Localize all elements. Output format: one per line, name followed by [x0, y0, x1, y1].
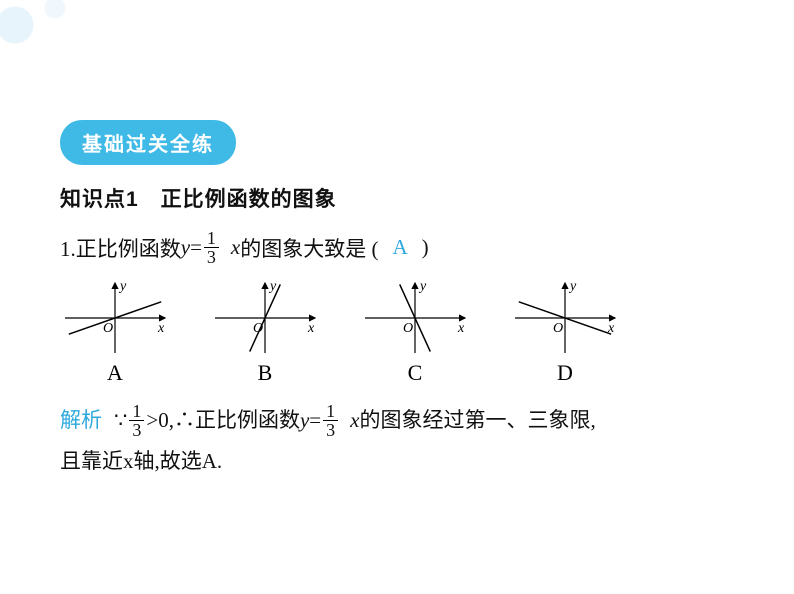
therefore-text: ∴正比例函数	[174, 403, 300, 439]
analysis-label: 解析	[60, 403, 102, 439]
svg-text:y: y	[418, 279, 427, 294]
question-prefix: 1.正比例函数	[60, 233, 181, 263]
svg-text:O: O	[403, 321, 413, 336]
fraction-one-third: 1 3	[204, 229, 219, 266]
svg-text:y: y	[568, 279, 577, 294]
knowledge-point-title: 知识点1 正比例函数的图象	[60, 183, 744, 213]
options-row: y x O A y x O B y x O C	[60, 278, 744, 386]
svg-text:x: x	[607, 321, 615, 336]
question-suffix: 的图象大致是 (	[240, 233, 378, 263]
page-content: 基础过关全练 知识点1 正比例函数的图象 1.正比例函数 y = 1 3 x 的…	[0, 0, 794, 475]
option-D: y x O D	[510, 278, 620, 386]
fraction-denominator: 3	[323, 421, 338, 439]
tail-text: 且靠近x轴,故选A.	[60, 449, 222, 473]
svg-text:y: y	[268, 279, 277, 294]
close-paren: )	[422, 235, 429, 260]
option-B: y x O B	[210, 278, 320, 386]
analysis-tail-inline: 的图象经过第一、三象限,	[359, 403, 595, 439]
option-label: D	[510, 360, 620, 386]
option-C: y x O C	[360, 278, 470, 386]
svg-text:O: O	[103, 321, 113, 336]
gt-zero: >0,	[146, 403, 174, 439]
fraction-numerator: 1	[323, 402, 338, 421]
analysis-block: 解析 ∵ 1 3 >0, ∴正比例函数 y = 1 3 x 的图象经过第一、三象…	[60, 402, 744, 439]
svg-text:O: O	[553, 321, 563, 336]
equals-sign: =	[309, 403, 321, 439]
fraction-numerator: 1	[204, 229, 219, 248]
analysis-fraction-2: 1 3	[323, 402, 338, 439]
answer-letter: A	[393, 235, 408, 260]
analysis-tail-line: 且靠近x轴,故选A.	[60, 445, 744, 475]
fraction-denominator: 3	[204, 248, 219, 266]
section-pill-header: 基础过关全练	[60, 120, 236, 165]
option-label: A	[60, 360, 170, 386]
analysis-fraction-1: 1 3	[129, 402, 144, 439]
fraction-denominator: 3	[129, 421, 144, 439]
option-A: y x O A	[60, 278, 170, 386]
option-label: B	[210, 360, 320, 386]
variable-y: y	[300, 403, 309, 439]
svg-text:x: x	[457, 321, 465, 336]
equals-sign: =	[190, 235, 202, 260]
variable-x: x	[231, 235, 240, 260]
question-text: 1.正比例函数 y = 1 3 x 的图象大致是 ( A )	[60, 229, 744, 266]
svg-text:y: y	[118, 279, 127, 294]
variable-y: y	[181, 235, 190, 260]
svg-text:x: x	[307, 321, 315, 336]
fraction-numerator: 1	[129, 402, 144, 421]
variable-x: x	[350, 403, 359, 439]
svg-text:O: O	[253, 321, 263, 336]
option-label: C	[360, 360, 470, 386]
svg-text:x: x	[157, 321, 165, 336]
because-symbol: ∵	[114, 403, 127, 439]
